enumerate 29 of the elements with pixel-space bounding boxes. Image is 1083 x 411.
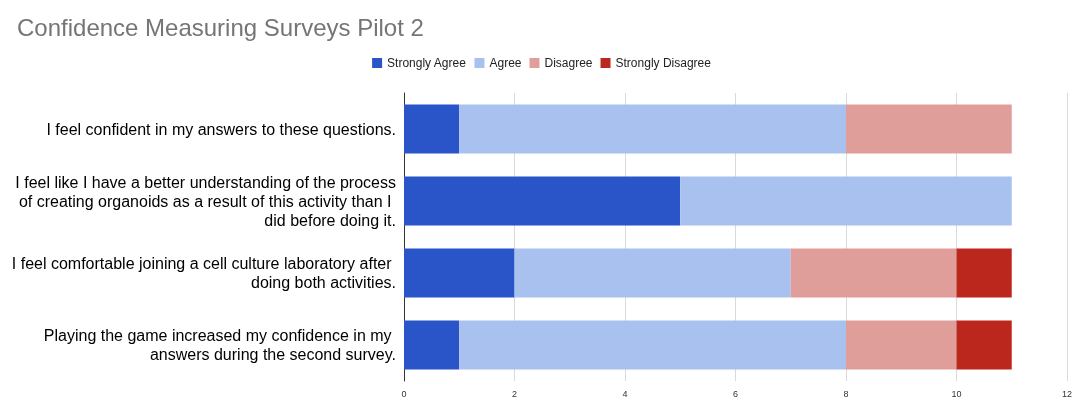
legend-label: Disagree (544, 56, 593, 70)
y-tick-label: I feel comfortable joining a cell culture laboratory after doing both activities. (11, 255, 396, 291)
x-tick-label: 10 (951, 388, 962, 399)
bar (680, 176, 1012, 226)
y-tick-label: I feel like I have a better understanding of the process of creating organoids as a result of this activity than I did before doing it. (14, 173, 396, 229)
chart-title: Confidence Measuring Surveys Pilot 2 (17, 13, 424, 41)
bar (846, 320, 957, 370)
x-tick-label: 6 (732, 388, 739, 399)
bar (514, 248, 791, 298)
x-tick-label: 12 (1061, 388, 1072, 399)
legend-label: Agree (489, 56, 522, 70)
y-tick-label: I feel confident in my answers to these questions. (46, 120, 396, 138)
bar (459, 104, 846, 154)
x-tick-label: 0 (401, 388, 407, 399)
bar (956, 320, 1012, 370)
bar (846, 104, 1012, 154)
x-tick-label: 4 (622, 388, 628, 399)
bar (404, 248, 515, 298)
y-tick-label: Playing the game increased my confidence in my answers during the second survey. (43, 327, 396, 363)
x-tick-label: 2 (511, 388, 518, 399)
bar (956, 248, 1012, 298)
bar (790, 248, 957, 298)
bar (404, 104, 460, 154)
bar (404, 176, 681, 226)
legend-label: Strongly Agree (387, 56, 467, 70)
bar (404, 320, 460, 370)
x-tick-label: 8 (843, 388, 849, 399)
bar (459, 320, 846, 370)
legend-label: Strongly Disagree (615, 56, 712, 70)
